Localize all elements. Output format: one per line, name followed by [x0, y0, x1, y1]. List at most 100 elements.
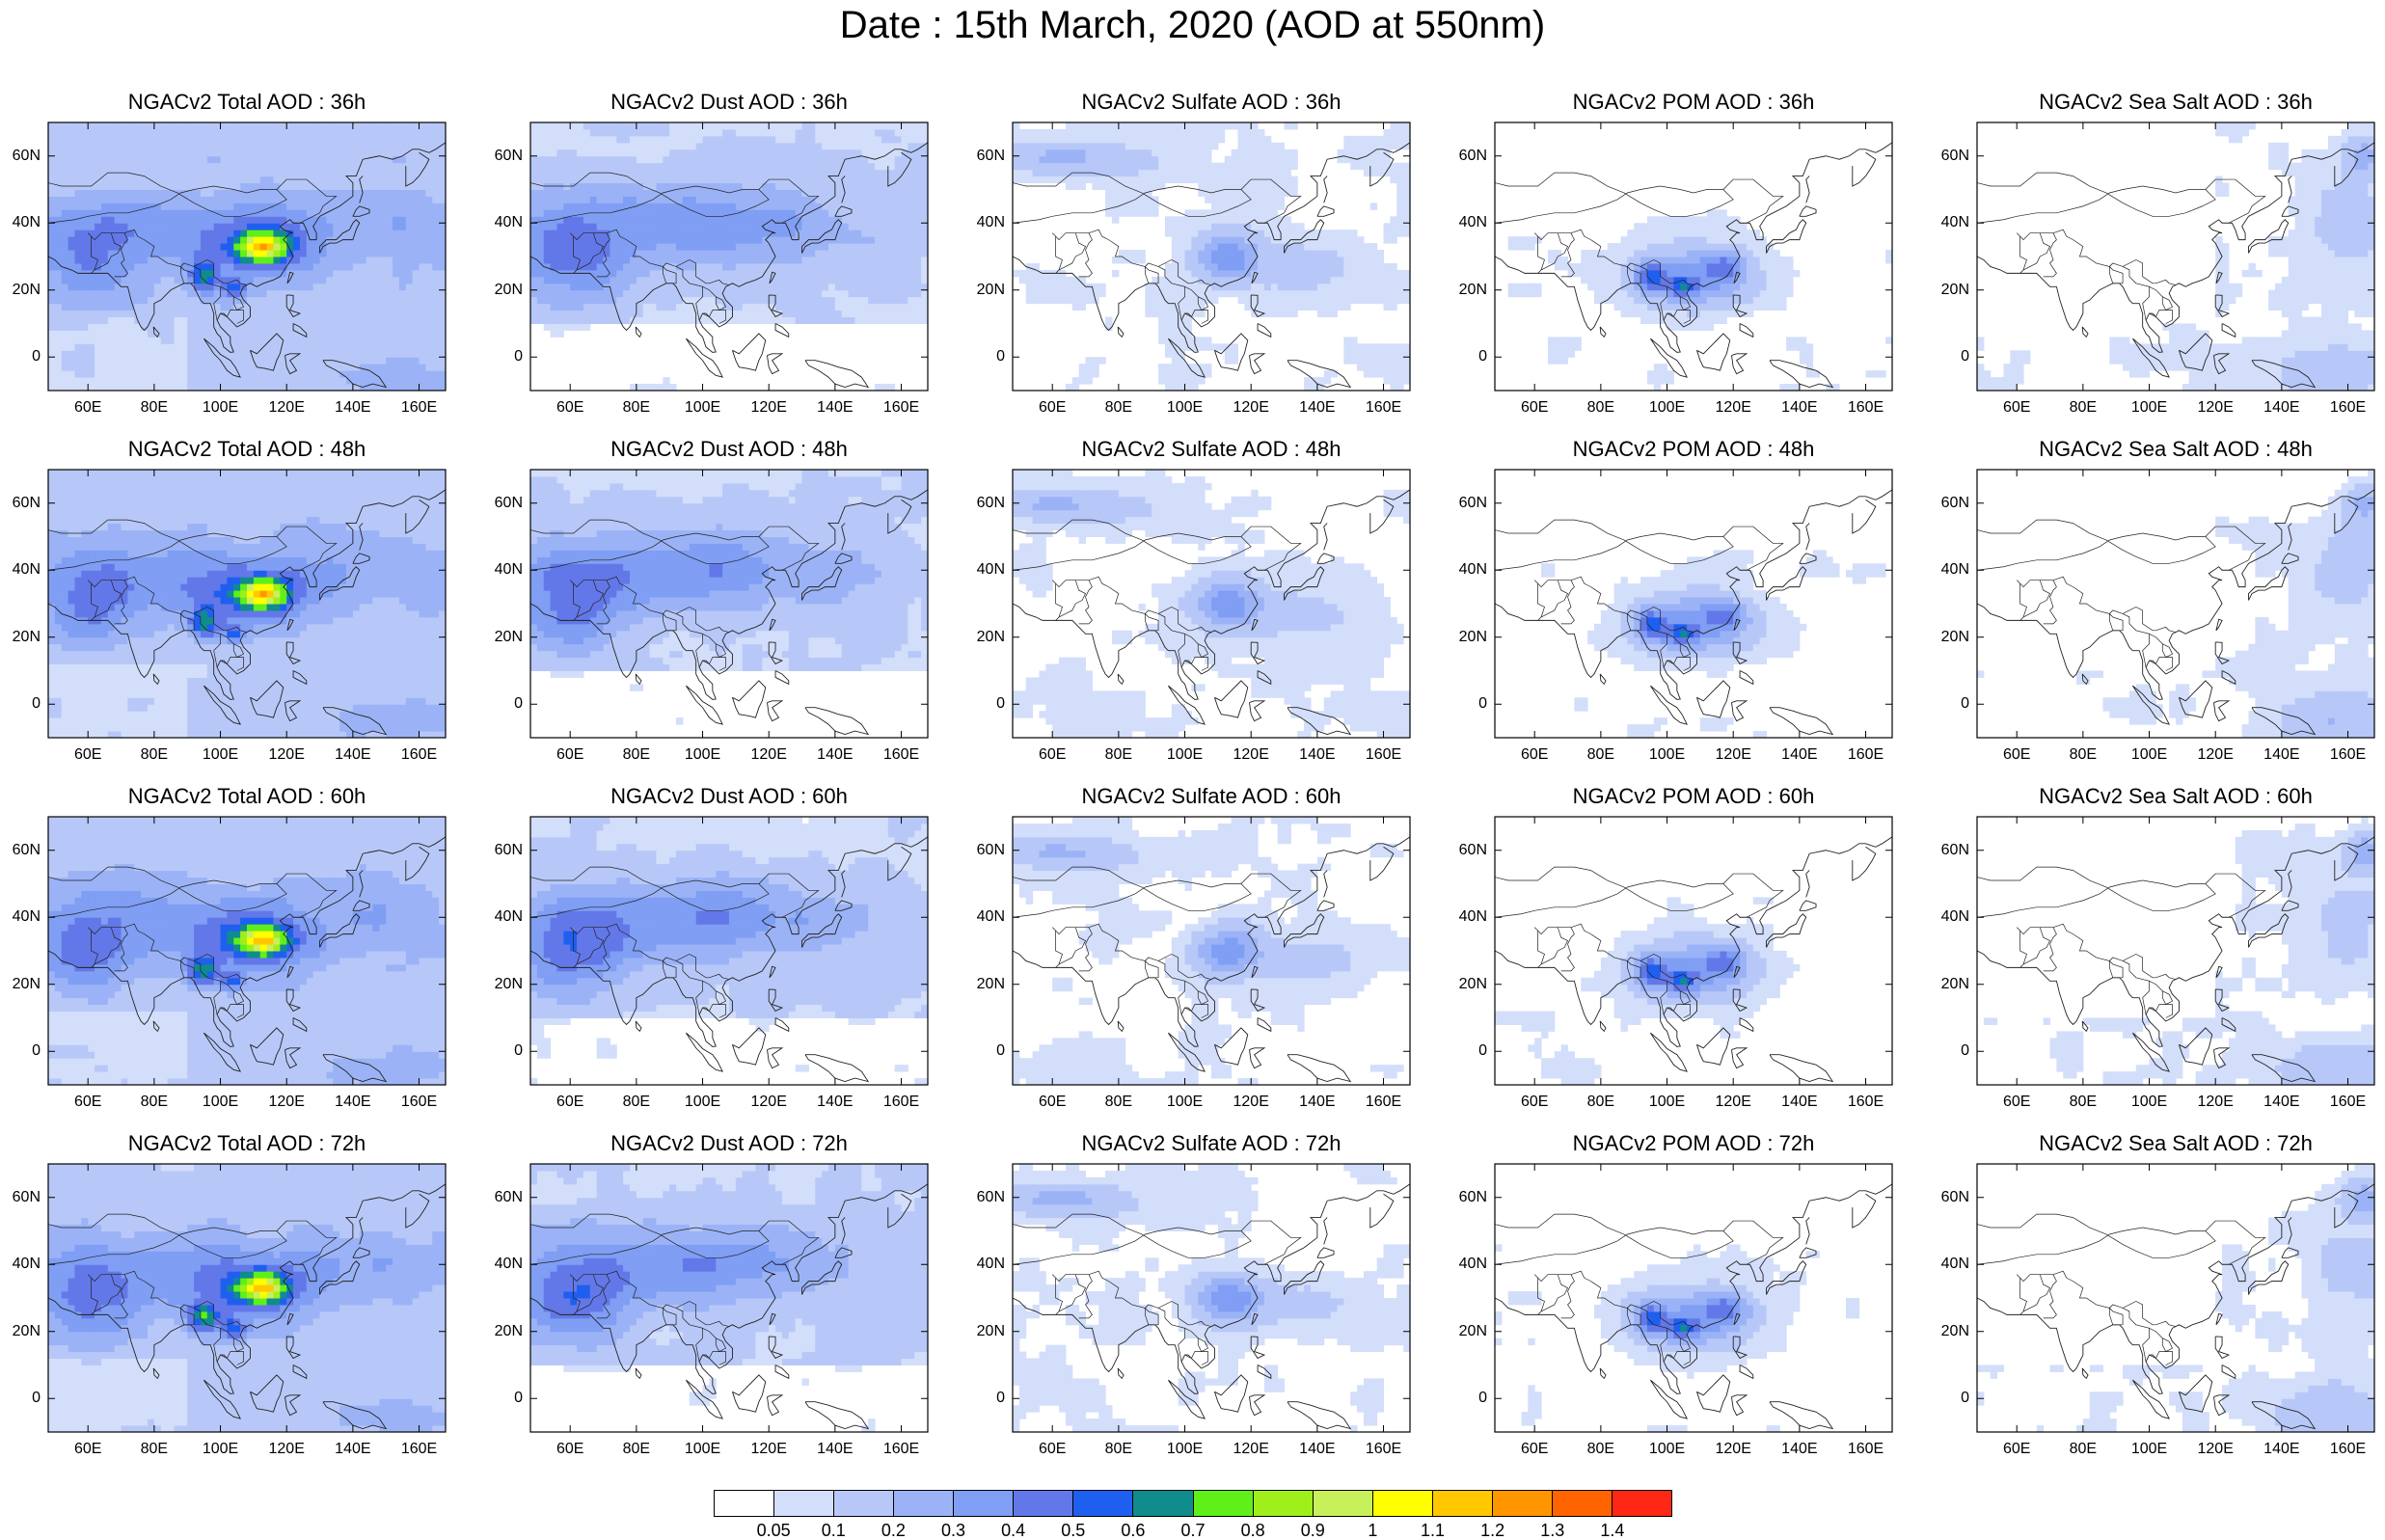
lat-tick-label: 60N: [1921, 1190, 1969, 1205]
lon-tick-label: 160E: [1842, 747, 1890, 763]
lon-tick-label: 120E: [745, 1442, 793, 1457]
lon-tick-label: 120E: [262, 747, 311, 763]
lon-tick-label: 160E: [878, 400, 926, 416]
lon-tick-label: 140E: [1775, 1094, 1824, 1110]
map-panel: [530, 1164, 928, 1432]
aod-map: [530, 122, 928, 391]
aod-map: [1013, 817, 1410, 1085]
lat-tick-label: 0: [474, 696, 523, 712]
lon-tick-label: 160E: [395, 747, 444, 763]
lon-tick-label: 120E: [1709, 1094, 1757, 1110]
aod-map: [530, 470, 928, 738]
lon-tick-label: 80E: [612, 747, 661, 763]
lat-tick-label: 60N: [474, 149, 523, 164]
lat-tick-label: 20N: [474, 977, 523, 992]
map-panel: [1495, 122, 1892, 391]
lon-tick-label: 60E: [64, 1094, 112, 1110]
colorbar-label: 0.8: [1229, 1522, 1277, 1539]
colorbar-swatch: [954, 1491, 1014, 1516]
lat-tick-label: 0: [0, 1043, 41, 1059]
colorbar-swatch: [1133, 1491, 1193, 1516]
lon-tick-label: 140E: [1293, 747, 1342, 763]
lat-tick-label: 60N: [1439, 843, 1487, 858]
colorbar-label: 0.7: [1169, 1522, 1217, 1539]
lon-tick-label: 160E: [1360, 747, 1408, 763]
lon-tick-label: 100E: [2126, 747, 2174, 763]
lon-tick-label: 140E: [2258, 747, 2306, 763]
aod-map: [1495, 1164, 1892, 1432]
lon-tick-label: 60E: [1510, 747, 1558, 763]
lon-tick-label: 80E: [1577, 747, 1625, 763]
lon-tick-label: 140E: [329, 1094, 377, 1110]
lon-tick-label: 100E: [1161, 1094, 1209, 1110]
lat-tick-label: 60N: [957, 496, 1005, 511]
lat-tick-label: 20N: [1439, 283, 1487, 298]
lon-tick-label: 100E: [1161, 1442, 1209, 1457]
map-panel: [530, 470, 928, 738]
aod-map: [48, 122, 446, 391]
lat-tick-label: 0: [1921, 1391, 1969, 1406]
lon-tick-label: 140E: [329, 747, 377, 763]
lon-tick-label: 60E: [64, 747, 112, 763]
lon-tick-label: 120E: [1709, 400, 1757, 416]
lon-tick-label: 140E: [2258, 1442, 2306, 1457]
lat-tick-label: 20N: [1921, 630, 1969, 645]
lon-tick-label: 60E: [1028, 1094, 1076, 1110]
lat-tick-label: 0: [474, 1391, 523, 1406]
map-panel: [1013, 1164, 1410, 1432]
lon-tick-label: 60E: [1510, 1442, 1558, 1457]
lon-tick-label: 140E: [811, 1094, 859, 1110]
lon-tick-label: 60E: [1510, 1094, 1558, 1110]
lat-tick-label: 20N: [957, 630, 1005, 645]
lat-tick-label: 40N: [474, 215, 523, 230]
lat-tick-label: 20N: [957, 283, 1005, 298]
colorbar-swatch: [1014, 1491, 1073, 1516]
lon-tick-label: 160E: [878, 1094, 926, 1110]
lat-tick-label: 40N: [1921, 215, 1969, 230]
lat-tick-label: 40N: [1921, 1256, 1969, 1272]
lon-tick-label: 60E: [546, 1094, 594, 1110]
lat-tick-label: 40N: [1921, 909, 1969, 925]
lat-tick-label: 20N: [0, 1324, 41, 1339]
colorbar-swatch: [1613, 1491, 1671, 1516]
panel-title: NGACv2 POM AOD : 60h: [1491, 784, 1896, 809]
aod-map: [48, 1164, 446, 1432]
lat-tick-label: 60N: [474, 1190, 523, 1205]
lon-tick-label: 160E: [395, 1094, 444, 1110]
panel-title: NGACv2 Total AOD : 60h: [44, 784, 449, 809]
aod-map: [1013, 1164, 1410, 1432]
lat-tick-label: 60N: [957, 149, 1005, 164]
lon-tick-label: 100E: [197, 1094, 245, 1110]
aod-map: [48, 470, 446, 738]
lat-tick-label: 40N: [0, 1256, 41, 1272]
lon-tick-label: 160E: [2324, 400, 2372, 416]
panel-title: NGACv2 POM AOD : 36h: [1491, 90, 1896, 115]
panel-title: NGACv2 Sulfate AOD : 60h: [1009, 784, 1414, 809]
colorbar-label: 0.1: [809, 1522, 857, 1539]
lat-tick-label: 20N: [0, 977, 41, 992]
map-panel: [530, 122, 928, 391]
lat-tick-label: 0: [1921, 1043, 1969, 1059]
lon-tick-label: 140E: [329, 1442, 377, 1457]
lon-tick-label: 60E: [1028, 400, 1076, 416]
map-panel: [1013, 470, 1410, 738]
colorbar-swatch: [894, 1491, 954, 1516]
lon-tick-label: 100E: [197, 747, 245, 763]
lon-tick-label: 120E: [1227, 1442, 1275, 1457]
lon-tick-label: 140E: [811, 747, 859, 763]
lat-tick-label: 60N: [1439, 496, 1487, 511]
aod-map: [1495, 817, 1892, 1085]
lon-tick-label: 140E: [1293, 400, 1342, 416]
lon-tick-label: 120E: [745, 747, 793, 763]
lon-tick-label: 160E: [395, 1442, 444, 1457]
lon-tick-label: 60E: [546, 400, 594, 416]
lon-tick-label: 120E: [2191, 400, 2239, 416]
lat-tick-label: 0: [957, 696, 1005, 712]
lat-tick-label: 20N: [1921, 283, 1969, 298]
colorbar-label: 1.4: [1588, 1522, 1637, 1539]
lon-tick-label: 80E: [1577, 1442, 1625, 1457]
lat-tick-label: 60N: [1439, 1190, 1487, 1205]
lon-tick-label: 160E: [1360, 400, 1408, 416]
lon-tick-label: 80E: [130, 1094, 178, 1110]
map-panel: [1013, 122, 1410, 391]
